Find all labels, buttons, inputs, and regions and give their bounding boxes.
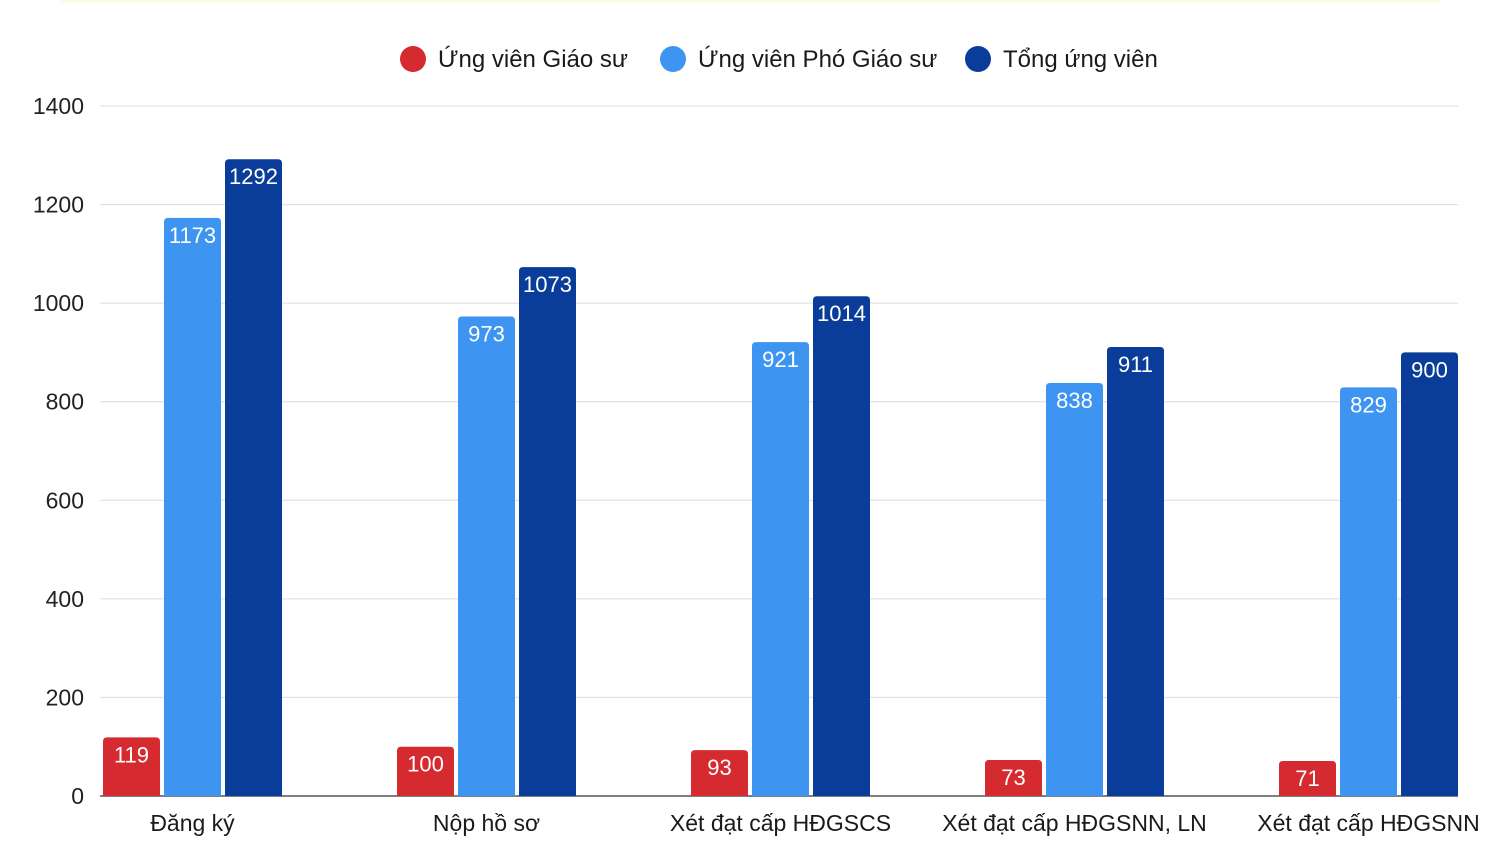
bar <box>519 267 576 796</box>
bar-value-label: 71 <box>1295 766 1319 791</box>
bar-value-label: 1073 <box>523 272 572 297</box>
bar <box>1401 352 1458 796</box>
x-category-label: Xét đạt cấp HĐGSCS <box>670 810 891 836</box>
bar <box>103 737 160 796</box>
y-tick-label: 1400 <box>33 93 84 119</box>
bar <box>1279 761 1336 796</box>
bar-value-label: 973 <box>468 321 505 346</box>
y-tick-label: 600 <box>46 487 84 513</box>
y-tick-label: 200 <box>46 684 84 710</box>
bar-value-label: 900 <box>1411 357 1448 382</box>
top-strip <box>60 0 1440 3</box>
y-tick-label: 1000 <box>33 290 84 316</box>
bar <box>1107 347 1164 796</box>
y-tick-label: 400 <box>46 586 84 612</box>
y-tick-label: 800 <box>46 389 84 415</box>
bar-value-label: 921 <box>762 347 799 372</box>
x-category-label: Xét đạt cấp HĐGSNN <box>1257 810 1479 836</box>
bar-value-label: 73 <box>1001 765 1025 790</box>
bar-value-label: 93 <box>707 755 731 780</box>
bar <box>458 316 515 796</box>
legend-label: Ứng viên Phó Giáo sư <box>698 46 937 73</box>
bar-value-label: 829 <box>1350 392 1387 417</box>
bar <box>1046 382 1103 796</box>
bar <box>691 750 748 796</box>
bar-value-label: 911 <box>1118 352 1153 377</box>
bar-value-label: 1173 <box>169 223 216 248</box>
x-category-label: Xét đạt cấp HĐGSNN, LN <box>942 810 1207 836</box>
y-tick-label: 0 <box>71 783 84 809</box>
bar-value-label: 119 <box>114 742 149 767</box>
bar <box>225 159 282 796</box>
bar <box>985 760 1042 796</box>
bar <box>397 746 454 796</box>
legend-marker <box>660 46 686 72</box>
bar-value-label: 1014 <box>817 301 866 326</box>
legend-marker <box>400 46 426 72</box>
bar <box>1340 387 1397 796</box>
bar-value-label: 838 <box>1056 388 1093 413</box>
legend-marker <box>965 46 991 72</box>
legend-label: Ứng viên Giáo sư <box>438 46 628 73</box>
y-tick-label: 1200 <box>33 192 84 218</box>
x-category-label: Nộp hồ sơ <box>433 810 540 836</box>
bar <box>813 296 870 796</box>
bar-value-label: 100 <box>407 752 444 777</box>
bar <box>164 217 221 797</box>
bar-value-label: 1292 <box>229 164 278 189</box>
bar <box>752 342 809 796</box>
legend-label: Tổng ứng viên <box>1003 46 1158 73</box>
x-category-label: Đăng ký <box>150 810 235 836</box>
